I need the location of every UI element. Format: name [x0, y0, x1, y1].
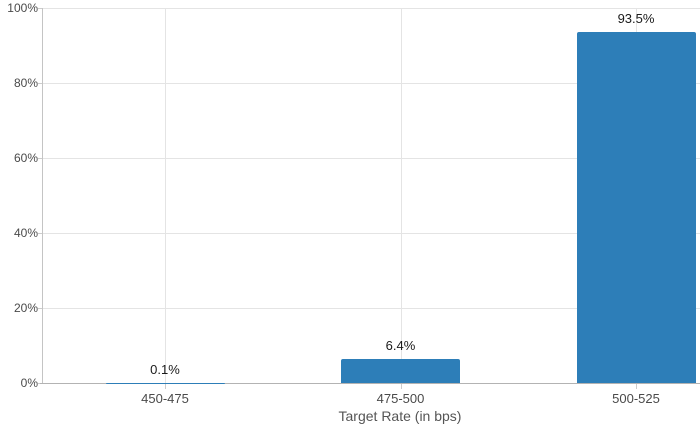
bar-500-525[interactable]: [576, 32, 696, 383]
x-axis-tick: [165, 384, 166, 389]
y-axis-tick: [38, 308, 42, 309]
gridline-vertical: [165, 8, 166, 383]
gridline-horizontal: [42, 158, 700, 159]
x-axis-tick: [400, 384, 402, 389]
bar-475-500[interactable]: [341, 359, 460, 383]
gridline-horizontal: [42, 233, 700, 234]
gridline-vertical: [400, 8, 402, 383]
y-axis-tick: [38, 8, 42, 9]
bar-value-label: 93.5%: [617, 11, 655, 27]
x-axis-title: Target Rate (in bps): [338, 408, 462, 424]
y-tick-label: 100%: [7, 1, 38, 15]
y-axis-tick: [38, 233, 42, 234]
gridline-horizontal: [42, 308, 700, 309]
gridline-horizontal: [42, 83, 700, 84]
y-tick-label: 80%: [13, 76, 38, 90]
x-axis-line: [40, 383, 700, 384]
x-tick-label: 500-525: [612, 391, 660, 406]
bar-value-label: 0.1%: [150, 361, 180, 377]
y-axis-tick: [38, 158, 42, 159]
x-tick-label: 475-500: [376, 391, 425, 406]
bar-value-label: 6.4%: [385, 338, 416, 353]
y-tick-label: 40%: [13, 226, 38, 240]
y-axis-tick: [38, 83, 42, 84]
gridline-horizontal: [42, 8, 700, 9]
x-tick-label: 450-475: [141, 391, 189, 406]
y-axis-line: [42, 8, 43, 384]
x-axis-tick: [636, 384, 637, 389]
y-tick-label: 20%: [13, 301, 38, 315]
y-tick-label: 0%: [20, 376, 38, 390]
y-tick-label: 60%: [13, 151, 38, 165]
